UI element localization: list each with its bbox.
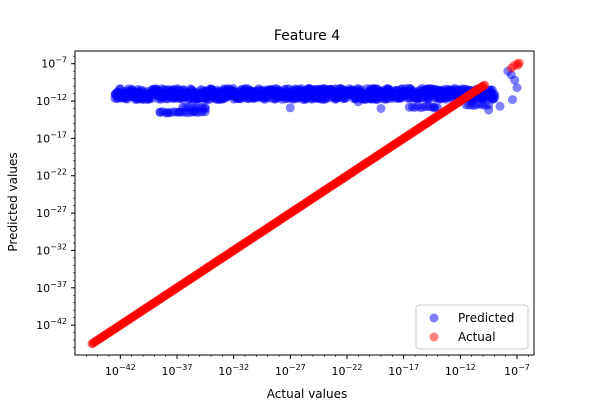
predicted-point: [308, 85, 318, 95]
predicted-point: [421, 85, 431, 95]
actual-point: [480, 80, 490, 90]
predicted-point: [138, 95, 148, 105]
actual-point: [506, 63, 516, 73]
predicted-point: [410, 89, 420, 99]
predicted-point: [217, 93, 227, 103]
legend-label-actual: Actual: [458, 330, 496, 344]
plot-frame: [74, 50, 535, 356]
predicted-point: [429, 103, 439, 113]
predicted-point: [274, 86, 284, 96]
x-tick-label: 10−7: [504, 363, 530, 378]
x-tick-label: 10−22: [332, 363, 363, 378]
y-tick-label: 10−32: [36, 242, 67, 257]
series-predicted: [110, 66, 522, 118]
y-tick-label: 10−27: [36, 205, 67, 220]
legend-label-predicted: Predicted: [458, 311, 514, 325]
predicted-point: [508, 95, 517, 105]
predicted-point: [285, 103, 295, 113]
actual-point: [513, 60, 523, 70]
x-tick-label: 10−12: [445, 363, 476, 378]
predicted-point: [251, 86, 261, 96]
predicted-point: [444, 88, 454, 98]
series-actual: [87, 58, 524, 349]
legend-marker-predicted: [429, 313, 439, 323]
predicted-point: [331, 87, 341, 97]
predicted-point: [484, 105, 494, 115]
predicted-point: [189, 107, 199, 116]
predicted-point: [127, 89, 137, 99]
predicted-point: [495, 101, 505, 111]
chart-title: Feature 4: [274, 28, 340, 44]
y-tick-label: 10−37: [36, 280, 67, 295]
predicted-point: [240, 91, 250, 101]
predicted-point: [149, 84, 159, 94]
x-tick-label: 10−27: [275, 363, 306, 378]
predicted-point: [174, 107, 184, 117]
predicted-point: [206, 85, 216, 95]
predicted-point: [229, 88, 239, 98]
predicted-point: [376, 104, 386, 113]
y-tick-label: 10−22: [36, 168, 67, 183]
predicted-point: [163, 108, 173, 118]
x-tick-label: 10−32: [218, 363, 249, 378]
predicted-point: [297, 89, 307, 99]
predicted-point: [365, 86, 375, 96]
predicted-point: [263, 92, 273, 102]
predicted-point: [510, 75, 520, 85]
data-marks: [87, 58, 524, 349]
y-axis-label: Predicted values: [6, 152, 20, 251]
x-tick-label: 10−42: [105, 363, 136, 378]
predicted-point: [399, 86, 409, 96]
predicted-point: [433, 93, 443, 103]
predicted-point: [342, 90, 352, 100]
predicted-point: [512, 83, 522, 93]
x-tick-label: 10−37: [162, 363, 193, 378]
legend-marker-actual: [429, 332, 439, 342]
y-tick-label: 10−12: [36, 93, 67, 108]
predicted-point: [155, 107, 165, 117]
predicted-point: [319, 94, 329, 104]
predicted-point: [195, 89, 205, 99]
legend-box: [415, 304, 529, 350]
y-tick-label: 10−42: [36, 317, 67, 332]
x-tick-label: 10−17: [388, 363, 419, 378]
predicted-point: [183, 87, 193, 97]
predicted-point: [353, 97, 363, 107]
predicted-point: [489, 94, 499, 104]
x-axis-label: Actual values: [267, 387, 347, 400]
predicted-point: [166, 86, 176, 96]
x-axis-ticks: 10−42 10−37 10−32 10−27 10−22 10−17 10−12 10−7: [73, 55, 530, 378]
predicted-point: [387, 92, 397, 102]
legend: Predicted Actual: [415, 304, 529, 350]
predicted-point: [200, 103, 210, 113]
y-tick-label: 10−7: [41, 56, 67, 71]
y-axis-ticks: 10−42 10−37 10−32 10−27 10−22 10−17 10−12 10−7: [36, 56, 75, 332]
y-tick-label: 10−17: [36, 130, 67, 145]
